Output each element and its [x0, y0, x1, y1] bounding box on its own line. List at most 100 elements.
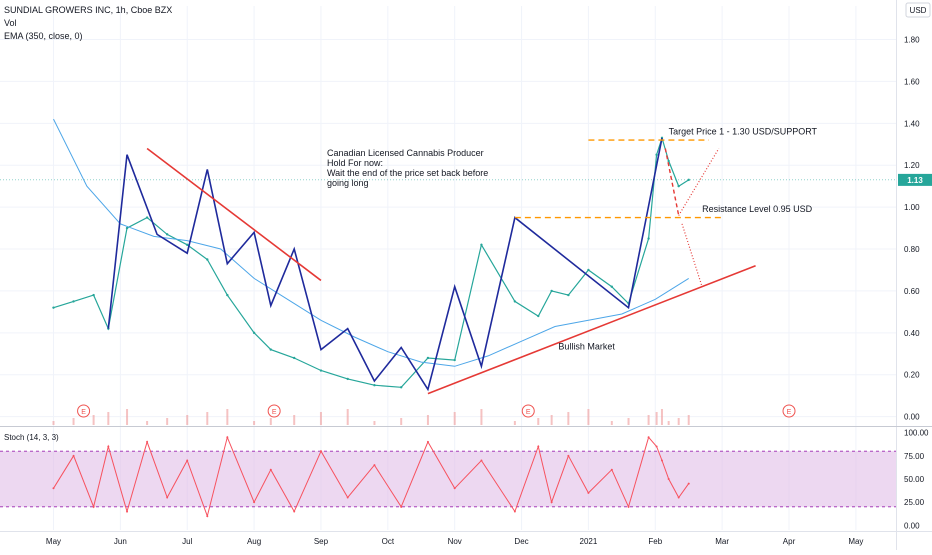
price-point — [655, 153, 658, 156]
stoch-point — [655, 445, 658, 448]
price-point — [373, 383, 376, 387]
volume-bar — [480, 409, 483, 425]
ema-label: EMA (350, close, 0) — [4, 31, 83, 41]
earnings-marker — [782, 404, 796, 418]
stoch-point — [426, 440, 429, 443]
stoch-point — [319, 450, 322, 453]
stoch-point — [667, 478, 670, 480]
price-point — [269, 348, 273, 351]
ascending-trendline — [427, 265, 756, 395]
price-point — [537, 314, 540, 318]
month-tick-label: 2021 — [580, 537, 598, 546]
descending-trendline — [146, 147, 322, 282]
stoch-point — [253, 501, 256, 504]
volume-bar — [453, 412, 456, 425]
note-text-line: Canadian Licensed Cannabis Producer — [327, 148, 484, 158]
price-point — [587, 268, 590, 272]
stoch-point — [537, 445, 540, 448]
volume-bar — [346, 409, 349, 425]
currency-button — [905, 2, 931, 18]
stoch-point — [480, 459, 483, 462]
price-point — [72, 300, 75, 303]
volume-bar — [426, 415, 429, 425]
price-tick-label: 0.80 — [904, 245, 920, 254]
volume-bar — [206, 412, 209, 425]
earnings-marker-label: E — [787, 409, 792, 416]
last-price-value: 1.13 — [907, 176, 923, 185]
stoch-tick-label: 75.00 — [904, 452, 925, 461]
earnings-marker-label: E — [272, 409, 277, 416]
price-point — [399, 386, 403, 389]
last-price-badge — [898, 173, 932, 186]
stoch-point — [107, 445, 110, 448]
target-annotation: Target Price 1 - 1.30 USD/SUPPORT — [669, 127, 818, 137]
stoch-point — [92, 505, 95, 508]
stoch-point — [687, 482, 690, 485]
volume-bar — [587, 409, 590, 425]
price-point — [226, 293, 229, 297]
stoch-point — [627, 505, 630, 508]
price-point — [206, 258, 209, 261]
price-point — [610, 285, 614, 288]
note-text-line: going long — [327, 178, 369, 188]
bullish-annotation: Bullish Market — [558, 342, 615, 352]
price-tick-label: 0.60 — [904, 287, 920, 296]
price-tick-label: 0.40 — [904, 329, 920, 338]
earnings-marker — [267, 404, 281, 418]
stoch-point — [550, 501, 553, 504]
volume-bar — [513, 421, 516, 425]
stoch-point — [453, 487, 456, 490]
stoch-point — [677, 496, 680, 499]
stoch-point — [72, 454, 75, 457]
currency-button-label[interactable]: USD — [910, 6, 927, 15]
stoch-point — [400, 505, 403, 508]
volume-bar — [627, 418, 630, 425]
stoch-point — [567, 454, 570, 457]
price-tick-label: 1.60 — [904, 77, 920, 86]
stoch-tick-label: 50.00 — [904, 475, 925, 484]
stoch-label: Stoch (14, 3, 3) — [4, 433, 59, 442]
stoch-point — [293, 510, 296, 513]
ema-line — [53, 118, 689, 367]
vol-label: Vol — [4, 18, 17, 28]
price-point — [293, 356, 296, 360]
price-point — [647, 237, 650, 240]
volume-bar — [400, 418, 403, 425]
price-point — [186, 243, 189, 247]
stoch-point — [513, 510, 516, 513]
chart-legend: SUNDIAL GROWERS INC, 1h, Cboe BZX Vol EM… — [4, 4, 172, 43]
price-point — [513, 300, 517, 303]
price-point — [453, 358, 456, 362]
price-point — [567, 293, 570, 297]
month-tick-label: Apr — [783, 537, 796, 546]
stoch-point — [587, 491, 590, 494]
month-tick-label: Dec — [514, 537, 528, 546]
volume-bar — [373, 421, 376, 425]
price-point — [125, 226, 129, 230]
month-tick-label: Aug — [247, 537, 261, 546]
stoch-tick-label: 25.00 — [904, 498, 925, 507]
note-text-line: Hold For now: — [327, 158, 383, 168]
volume-bar — [610, 421, 613, 425]
volume-bar — [166, 418, 169, 425]
price-point — [319, 369, 323, 372]
stoch-tick-label: 100.00 — [904, 429, 929, 438]
month-tick-label: Mar — [715, 537, 729, 546]
earnings-marker — [521, 404, 535, 418]
price-point — [52, 306, 55, 309]
volume-bar — [647, 415, 650, 425]
price-point — [92, 293, 95, 297]
price-tick-label: 1.40 — [904, 119, 920, 128]
stoch-tick-label: 0.00 — [904, 521, 920, 530]
volume-bar — [655, 412, 658, 425]
price-point — [550, 289, 553, 293]
volume-bar — [667, 421, 670, 425]
stoch-point — [269, 468, 272, 471]
volume-bar — [72, 418, 75, 425]
price-tick-label: 1.00 — [904, 203, 920, 212]
earnings-marker — [77, 404, 91, 418]
price-point — [346, 377, 349, 381]
volume-bar — [107, 412, 110, 425]
volume-bar — [550, 415, 553, 425]
volume-bar — [226, 409, 229, 425]
